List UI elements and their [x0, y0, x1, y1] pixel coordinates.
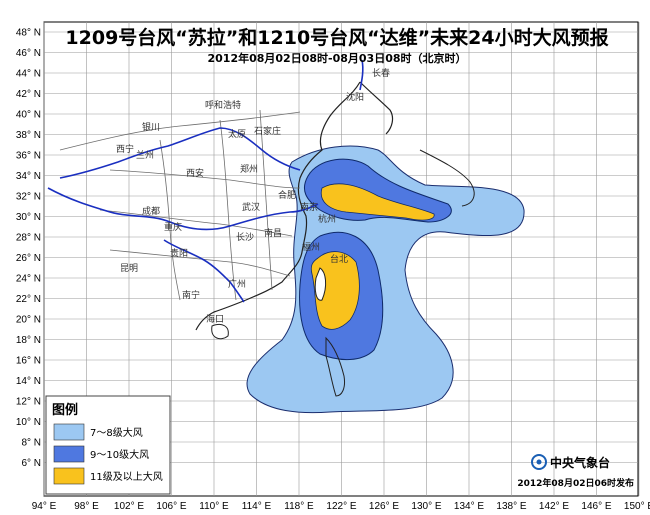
longitude-label: 98° E: [74, 501, 99, 512]
city-label: 成都: [142, 205, 160, 217]
longitude-label: 118° E: [284, 501, 314, 512]
agency-name: 中央气象台: [550, 455, 610, 470]
latitude-label: 14° N: [16, 376, 41, 387]
legend-label-9-10: 9～10级大风: [90, 448, 149, 461]
map-title: 1209号台风“苏拉”和1210号台风“达维”未来24小时大风预报: [65, 26, 608, 49]
latitude-label: 32° N: [16, 192, 41, 203]
city-label: 呼和浩特: [205, 99, 241, 111]
hainan-island: [211, 323, 229, 340]
legend-label-11-plus: 11级及以上大风: [90, 470, 163, 483]
city-label: 南宁: [182, 289, 200, 301]
coastline-japan: [419, 149, 475, 207]
longitude-label: 106° E: [156, 501, 186, 512]
longitude-label: 130° E: [411, 501, 441, 512]
city-label: 石家庄: [254, 125, 281, 137]
longitude-label: 114° E: [242, 501, 272, 512]
latitude-label: 12° N: [16, 397, 41, 408]
latitude-label: 34° N: [16, 171, 41, 182]
longitude-label: 102° E: [114, 501, 144, 512]
city-label: 太原: [228, 128, 246, 140]
agency-block: 中央气象台 2012年08月02日06时发布: [517, 454, 634, 489]
city-label: 沈阳: [346, 91, 364, 103]
city-label: 长春: [372, 67, 390, 79]
latitude-labels: 48° N 46° N 44° N 42° N 40° N 38° N 36° N 34° N…: [16, 28, 41, 470]
taiwan-island: [314, 267, 327, 301]
latitude-label: 18° N: [16, 335, 41, 346]
latitude-label: 46° N: [16, 48, 41, 59]
latitude-label: 16° N: [16, 356, 41, 367]
city-label: 福州: [302, 241, 320, 253]
province-borders: [59, 109, 301, 301]
philippines-coast: [325, 336, 345, 397]
longitude-label: 110° E: [199, 501, 229, 512]
latitude-label: 10° N: [16, 417, 41, 428]
latitude-label: 24° N: [16, 274, 41, 285]
city-label: 南昌: [264, 227, 282, 239]
city-label: 兰州: [136, 149, 154, 161]
latitude-label: 26° N: [16, 253, 41, 264]
publish-time: 2012年08月02日06时发布: [517, 477, 634, 489]
city-label: 贵阳: [170, 247, 188, 259]
latitude-label: 28° N: [16, 233, 41, 244]
map-subtitle: 2012年08月02日08时-08月03日08时（北京时）: [207, 51, 466, 65]
longitude-labels: 94° E 98° E 102° E 106° E 110° E 114° E 118° E…: [32, 501, 650, 512]
latitude-label: 22° N: [16, 294, 41, 305]
legend-label-7-8: 7～8级大风: [90, 426, 143, 439]
longitude-label: 94° E: [32, 501, 57, 512]
latitude-label: 36° N: [16, 151, 41, 162]
longitude-label: 126° E: [369, 501, 399, 512]
city-label: 重庆: [164, 221, 182, 233]
latitude-label: 48° N: [16, 28, 41, 39]
longitude-label: 122° E: [326, 501, 356, 512]
legend: 图例 7～8级大风 9～10级大风 11级及以上大风: [45, 395, 171, 495]
city-label: 南京: [300, 201, 318, 213]
longitude-label: 146° E: [581, 501, 611, 512]
latitude-label: 42° N: [16, 89, 41, 100]
longitude-label: 142° E: [539, 501, 569, 512]
latitude-label: 8° N: [21, 438, 41, 449]
cma-logo-icon: [531, 454, 547, 470]
latitude-label: 44° N: [16, 69, 41, 80]
longitude-label: 134° E: [454, 501, 484, 512]
rivers: [47, 59, 364, 303]
city-label: 武汉: [242, 201, 260, 213]
city-label: 西宁: [116, 143, 134, 155]
city-label: 海口: [206, 313, 224, 325]
legend-swatch-9-10: [53, 445, 85, 463]
coastline: [195, 81, 361, 331]
city-label: 银川: [142, 121, 160, 133]
latitude-label: 30° N: [16, 212, 41, 223]
city-label: 杭州: [318, 213, 336, 225]
latitude-label: 20° N: [16, 315, 41, 326]
coastline-korea: [359, 81, 394, 135]
longitude-label: 138° E: [496, 501, 526, 512]
latitude-label: 40° N: [16, 110, 41, 121]
latitude-label: 6° N: [21, 458, 41, 469]
city-label: 郑州: [240, 163, 258, 175]
city-label: 长沙: [236, 231, 254, 243]
city-label: 西安: [186, 167, 204, 179]
longitude-label: 150° E: [624, 501, 650, 512]
legend-swatch-7-8: [53, 423, 85, 441]
city-label: 台北: [330, 253, 348, 265]
legend-swatch-11-plus: [53, 467, 85, 485]
latitude-label: 38° N: [16, 130, 41, 141]
city-label: 合肥: [278, 189, 296, 201]
city-label: 广州: [228, 278, 246, 290]
legend-title: 图例: [52, 402, 78, 418]
city-label: 昆明: [120, 263, 138, 274]
